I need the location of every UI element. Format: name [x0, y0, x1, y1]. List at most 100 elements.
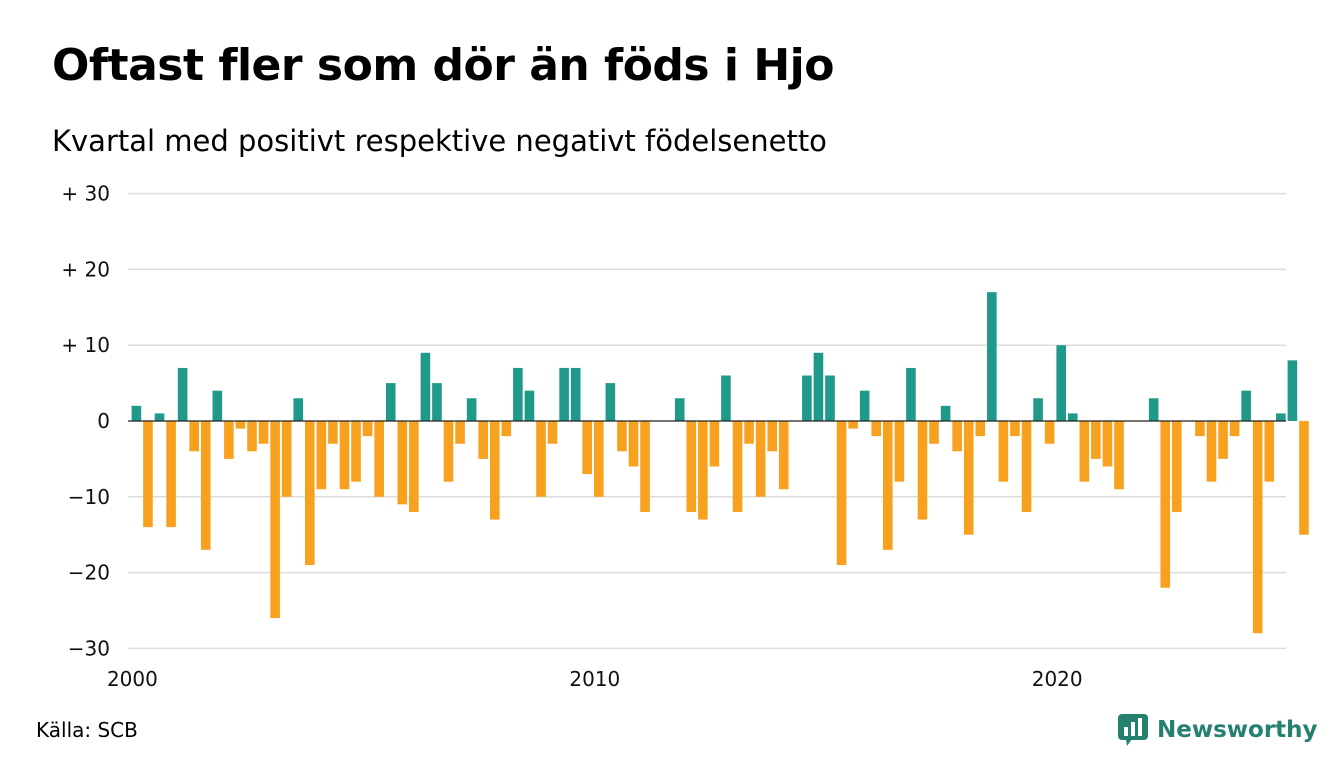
x-tick-label: 2020: [1032, 667, 1083, 691]
chart-title: Oftast fler som dör än föds i Hjo: [52, 40, 834, 91]
bar-negative: [270, 421, 280, 619]
bar-negative: [778, 421, 789, 490]
bar-negative: [409, 421, 419, 512]
bar-negative: [836, 421, 847, 566]
bar-negative: [305, 421, 315, 566]
bar-positive: [674, 398, 685, 421]
bar-negative: [848, 421, 858, 429]
bar-negative: [235, 421, 246, 429]
bar-positive: [605, 383, 616, 421]
bar-negative: [247, 421, 257, 452]
y-tick-label: 0: [97, 409, 110, 433]
y-tick-label: −10: [68, 485, 110, 509]
bar-negative: [455, 421, 465, 444]
bar-positive: [212, 390, 223, 421]
bar-positive: [432, 383, 442, 421]
bar-negative: [501, 421, 512, 437]
bar-positive: [1148, 398, 1159, 421]
bar-negative: [374, 421, 384, 497]
source-label: Källa: SCB: [36, 718, 138, 742]
bar-negative: [1195, 421, 1205, 437]
bar-negative: [224, 421, 234, 459]
bar-negative: [1102, 421, 1113, 467]
bar-negative: [1229, 421, 1240, 437]
bar-negative: [1079, 421, 1090, 482]
bar-negative: [143, 421, 153, 528]
bar-positive: [940, 405, 951, 421]
bar-negative: [258, 421, 269, 444]
bar-negative: [478, 421, 488, 459]
bar-negative: [443, 421, 454, 482]
bar-negative: [1172, 421, 1182, 512]
bar-negative: [1044, 421, 1055, 444]
y-tick-label: + 30: [61, 182, 110, 206]
bar-negative: [686, 421, 697, 512]
bar-negative: [929, 421, 939, 444]
bar-negative: [397, 421, 408, 505]
bar-negative: [281, 421, 292, 497]
bar-positive: [813, 352, 824, 421]
bar-negative: [1299, 421, 1309, 535]
bar-positive: [1276, 413, 1286, 421]
bar-negative: [1010, 421, 1020, 437]
bar-positive: [1033, 398, 1043, 421]
bar-positive: [420, 352, 431, 421]
bar-positive: [1241, 390, 1251, 421]
bar-negative: [1218, 421, 1228, 459]
bar-positive: [466, 398, 477, 421]
bar-negative: [1252, 421, 1263, 634]
y-tick-label: −20: [68, 561, 110, 585]
bar-negative: [952, 421, 962, 452]
bar-positive: [177, 367, 188, 421]
bar-negative: [351, 421, 361, 482]
bar-negative: [698, 421, 708, 520]
bar-positive: [154, 413, 165, 421]
bar-positive: [906, 367, 916, 421]
bar-negative: [328, 421, 338, 444]
bar-positive: [1056, 345, 1066, 421]
y-tick-label: + 10: [61, 333, 110, 357]
grid-lines: [128, 192, 1286, 650]
bar-negative: [594, 421, 604, 497]
bar-negative: [1264, 421, 1275, 482]
y-tick-label: + 20: [61, 257, 110, 281]
bar-negative: [975, 421, 986, 437]
bar-negative: [963, 421, 974, 535]
bar-negative: [1206, 421, 1217, 482]
bar-negative: [166, 421, 176, 528]
bar-negative: [582, 421, 593, 475]
bar-negative: [489, 421, 500, 520]
bar-negative: [744, 421, 754, 444]
bar-negative: [1021, 421, 1032, 512]
bar-positive: [825, 375, 835, 421]
bar-negative: [339, 421, 350, 490]
brand-name: Newsworthy: [1157, 717, 1318, 743]
bar-negative: [894, 421, 905, 482]
y-axis-ticks: + 30 + 20 + 10 0 −10 −20 −30: [61, 182, 110, 661]
bar-negative: [189, 421, 199, 452]
bar-negative: [200, 421, 211, 550]
bar-negative: [883, 421, 893, 550]
bar-positive: [1067, 413, 1078, 421]
x-tick-label: 2010: [569, 667, 620, 691]
bar-positive: [513, 367, 523, 421]
bar-negative: [362, 421, 373, 437]
bar-positive: [802, 375, 812, 421]
bar-negative: [628, 421, 639, 467]
x-axis-ticks: 2000 2010 2020: [107, 667, 1083, 691]
bar-negative: [998, 421, 1009, 482]
bar-positive: [987, 292, 997, 421]
bar-positive: [1287, 360, 1298, 421]
bar-negative: [316, 421, 327, 490]
bar-negative: [617, 421, 627, 452]
bar-negative: [1160, 421, 1171, 588]
bar-positive: [570, 367, 581, 421]
chat-chart-icon: [1118, 714, 1148, 746]
x-tick-label: 2000: [107, 667, 158, 691]
bar-negative: [732, 421, 743, 512]
bars: [131, 292, 1309, 634]
bar-positive: [859, 390, 870, 421]
bar-positive: [293, 398, 304, 421]
bar-positive: [131, 405, 142, 421]
